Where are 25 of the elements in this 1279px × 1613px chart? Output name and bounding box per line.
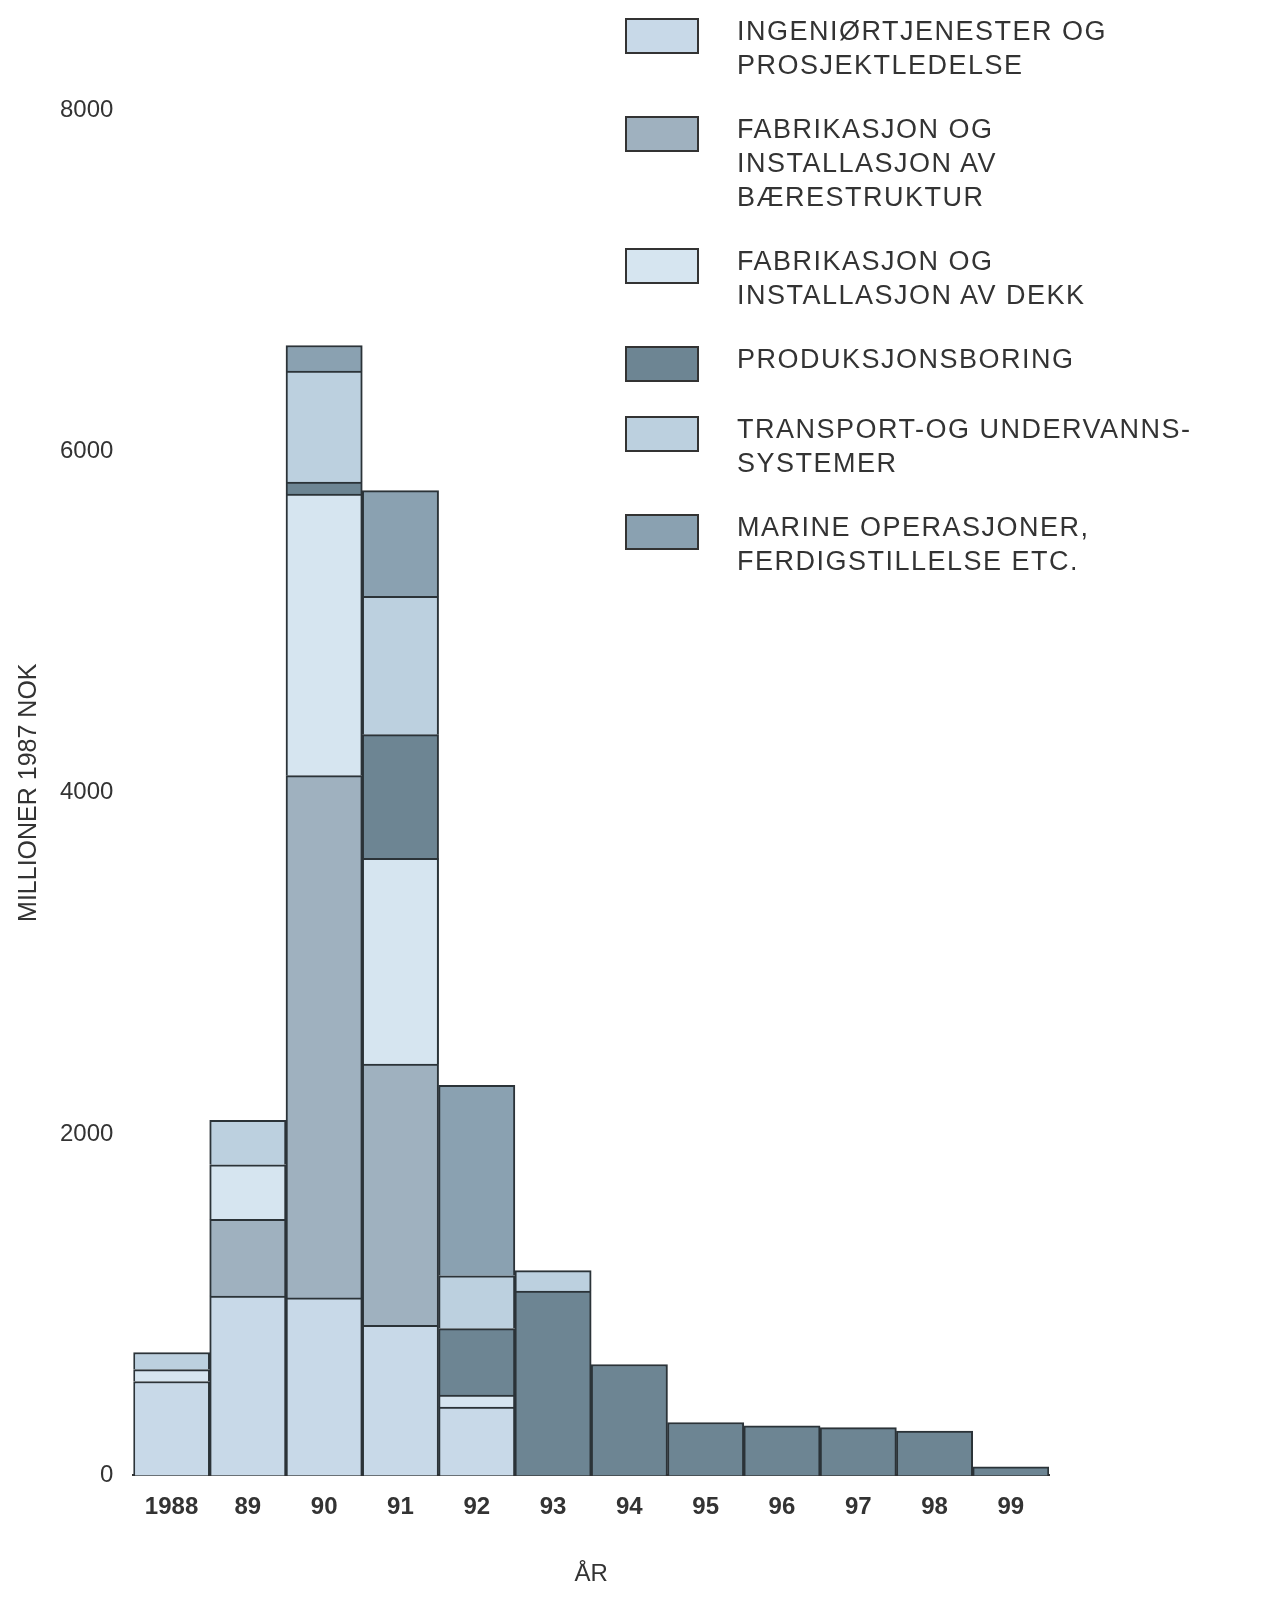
legend-label: MARINE OPERASJONER, FERDIGSTILLELSE ETC. bbox=[737, 511, 1091, 578]
x-tick-label: 92 bbox=[463, 1492, 491, 1520]
x-tick-label: 97 bbox=[844, 1492, 872, 1520]
x-tick-label: 98 bbox=[921, 1492, 948, 1520]
x-tick-label: 94 bbox=[615, 1492, 644, 1520]
x-tick-label: 99 bbox=[997, 1492, 1025, 1520]
x-tick-label: 1988 bbox=[144, 1492, 199, 1520]
x-tick-label: 89 bbox=[234, 1492, 262, 1520]
legend-label: PRODUKSJONSBORING bbox=[737, 343, 1076, 376]
legend-label: FABRIKASJON OG INSTALLASJON AV BÆRESTRUKTUR bbox=[737, 113, 999, 214]
x-tick-label: 95 bbox=[692, 1492, 719, 1520]
y-tick-label: 8000 bbox=[60, 94, 114, 122]
x-tick-label: 93 bbox=[539, 1492, 567, 1520]
legend-label: TRANSPORT-OG UNDERVANNS-SYSTEMER bbox=[737, 413, 1193, 480]
x-tick-label: 90 bbox=[310, 1492, 338, 1520]
y-tick-label: 6000 bbox=[60, 435, 114, 463]
y-tick-label: 2000 bbox=[60, 1118, 114, 1146]
y-tick-label: 4000 bbox=[60, 777, 114, 805]
x-tick-label: 91 bbox=[387, 1492, 414, 1520]
x-tick-label: 96 bbox=[768, 1492, 796, 1520]
y-tick-label: 0 bbox=[100, 1460, 114, 1488]
x-axis-title: ÅR bbox=[574, 1559, 608, 1587]
y-axis-title: MILLIONER 1987 NOK bbox=[12, 663, 41, 922]
legend-label: FABRIKASJON OG INSTALLASJON AV DEKK bbox=[737, 245, 1087, 312]
legend-label: INGENIØRTJENESTER OG PROSJEKTLEDELSE bbox=[737, 15, 1109, 82]
